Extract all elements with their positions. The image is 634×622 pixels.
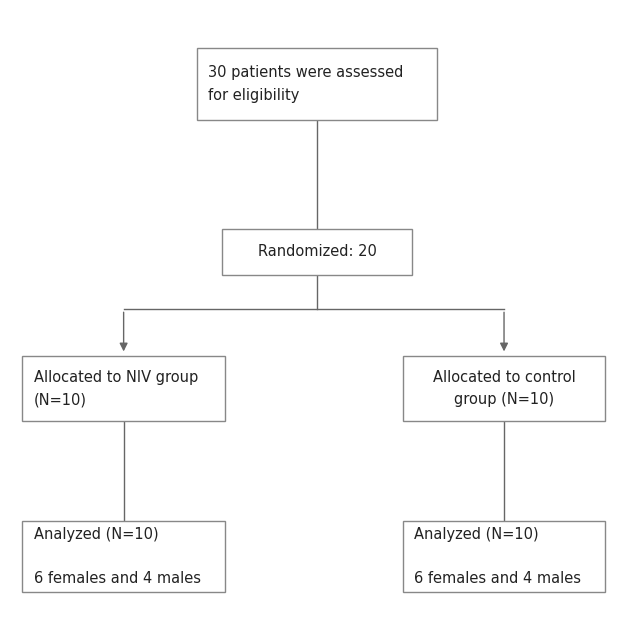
FancyBboxPatch shape: [222, 229, 412, 275]
FancyBboxPatch shape: [403, 356, 605, 422]
Text: Analyzed (N=10)

6 females and 4 males: Analyzed (N=10) 6 females and 4 males: [34, 527, 200, 587]
Text: Analyzed (N=10)

6 females and 4 males: Analyzed (N=10) 6 females and 4 males: [414, 527, 581, 587]
Text: Allocated to NIV group
(N=10): Allocated to NIV group (N=10): [34, 370, 198, 407]
Text: Allocated to control
group (N=10): Allocated to control group (N=10): [432, 370, 576, 407]
Text: Randomized: 20: Randomized: 20: [257, 244, 377, 259]
FancyBboxPatch shape: [22, 521, 225, 592]
FancyBboxPatch shape: [22, 356, 225, 422]
FancyBboxPatch shape: [197, 49, 437, 119]
FancyBboxPatch shape: [403, 521, 605, 592]
Text: 30 patients were assessed
for eligibility: 30 patients were assessed for eligibilit…: [208, 65, 403, 103]
